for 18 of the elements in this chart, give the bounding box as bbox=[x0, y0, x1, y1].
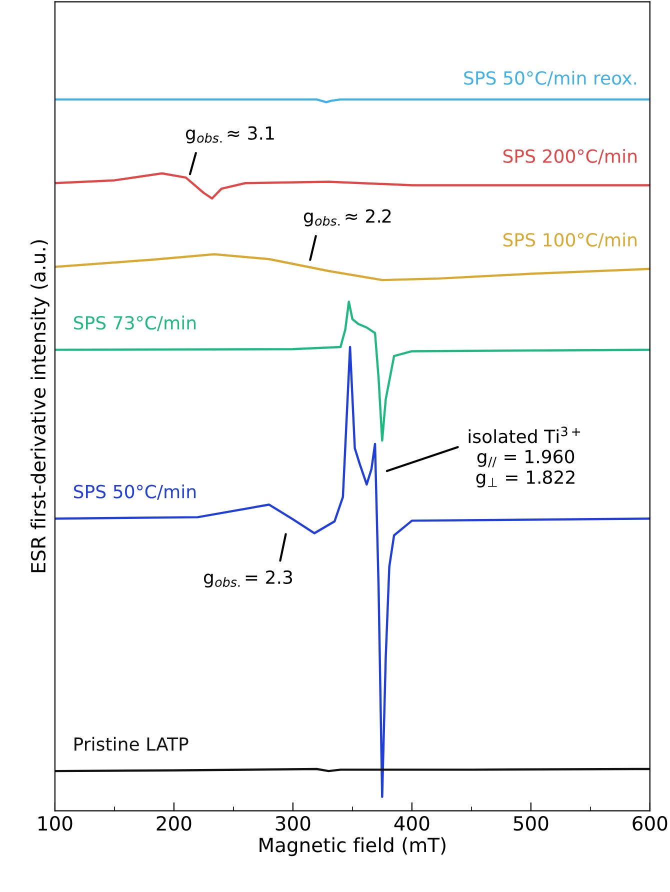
annotation: g$_{obs.}$≈ 3.1 bbox=[186, 126, 274, 144]
x-tick-label: 100 bbox=[38, 816, 72, 831]
x-tick-label: 300 bbox=[276, 816, 310, 831]
x-tick-label: 400 bbox=[394, 816, 430, 831]
series-label: SPS 73°C/min bbox=[74, 316, 196, 332]
x-tick-label: 200 bbox=[156, 816, 192, 831]
x-tick-label: 500 bbox=[514, 816, 548, 831]
series-label: SPS 100°C/min bbox=[503, 232, 636, 248]
series-label: SPS 50°C/min bbox=[74, 484, 196, 500]
y-axis-title: ESR first-derivative intensity (a.u.) bbox=[30, 240, 50, 572]
series-label: SPS 200°C/min bbox=[503, 148, 636, 164]
series-label: Pristine LATP bbox=[74, 736, 188, 751]
text: isolated Ti$^{3+}$ g$_{//}$ = 1.960 g$_{⊥}$ = 1.822 bbox=[468, 426, 580, 488]
series-label: SPS 50°C/min reox. bbox=[464, 70, 636, 86]
annotation: g$_{obs.}$= 2.3 bbox=[204, 570, 292, 588]
x-axis-title: Magnetic field (mT) bbox=[260, 837, 446, 856]
x-tick-label: 600 bbox=[632, 816, 668, 831]
annotation: g$_{obs.}$≈ 2.2 bbox=[304, 209, 391, 226]
